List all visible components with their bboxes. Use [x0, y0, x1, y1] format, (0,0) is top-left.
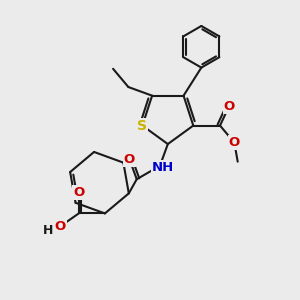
Text: S: S — [137, 118, 147, 133]
Text: O: O — [55, 220, 66, 233]
Text: O: O — [229, 136, 240, 149]
Text: O: O — [224, 100, 235, 113]
Text: O: O — [124, 153, 135, 166]
Text: H: H — [43, 224, 53, 237]
Text: NH: NH — [152, 161, 174, 174]
Text: O: O — [73, 186, 84, 199]
